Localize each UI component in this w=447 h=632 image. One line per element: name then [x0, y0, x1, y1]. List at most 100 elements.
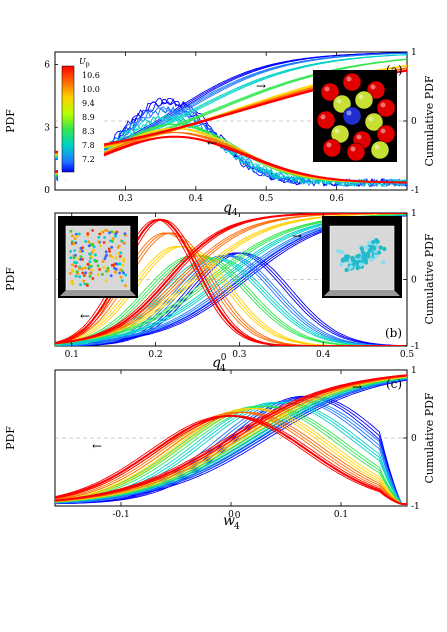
particle: [359, 246, 365, 251]
particle: [110, 230, 113, 234]
particle: [114, 256, 118, 260]
x-tick-label: 0.6: [329, 194, 344, 204]
y-right-tick-label: 1: [411, 48, 417, 58]
panel-c-ticks: -0.1 0 0.1 -1 0 1: [112, 366, 419, 520]
particle: [82, 279, 86, 283]
particle: [119, 275, 123, 279]
pdf-series-7.8: [55, 255, 407, 346]
particle: [378, 245, 383, 250]
y-right-tick-label: -1: [411, 502, 420, 512]
atom-sphere: [320, 82, 340, 102]
particle: [98, 232, 102, 236]
simulation-box-floor: [60, 290, 136, 296]
particle: [94, 253, 97, 257]
atom-sphere: [332, 94, 352, 114]
particle: [78, 275, 82, 279]
atom-highlight: [358, 94, 364, 100]
x-tick-label: 0.5: [259, 194, 274, 204]
particle: [91, 229, 94, 232]
particle: [103, 257, 107, 261]
particle: [122, 271, 125, 275]
legend-entry: 7.2: [82, 155, 95, 164]
y-right-tick-label: -1: [411, 186, 420, 196]
particle: [110, 255, 114, 259]
panel-b-arrow-right: →: [292, 229, 302, 243]
particle: [71, 269, 75, 273]
particle: [75, 270, 79, 273]
particle: [101, 260, 105, 263]
particle: [374, 238, 379, 243]
cdf-series-10.6: [55, 213, 407, 344]
particle: [70, 240, 74, 244]
panel-b-arrow-left: ←: [80, 309, 90, 323]
particle: [69, 229, 73, 233]
panel-c-arrow-right: →: [352, 380, 362, 394]
x-tick-label: 0: [228, 510, 234, 520]
pdf-series-10.6: [55, 136, 407, 183]
particle: [363, 260, 369, 265]
panel-c-ylabel-right: Cumulative PDF: [423, 392, 436, 483]
particle: [70, 280, 73, 284]
particle: [124, 273, 127, 277]
inset-cluster-high-up: [58, 216, 138, 298]
particle: [114, 262, 118, 266]
atom-highlight: [346, 76, 352, 82]
panel-c: -0.1 0 0.1-101 PDF Cumulative PDF (c) w40 …: [4, 366, 436, 532]
particle: [358, 262, 363, 267]
pdf-series-7.2: [55, 252, 407, 346]
particle: [69, 256, 73, 260]
pdf-series-8.3: [55, 257, 407, 346]
atom-highlight: [368, 116, 374, 122]
particle: [109, 254, 112, 257]
atom-sphere: [366, 80, 386, 100]
panel-b-label: (b): [385, 326, 402, 340]
particle: [344, 257, 349, 262]
particle: [102, 241, 106, 244]
atom-highlight: [374, 144, 380, 150]
particle: [108, 250, 111, 253]
particle: [78, 267, 81, 270]
pdf-series-10.6: [55, 415, 407, 505]
particle: [344, 254, 349, 259]
cdf-series-9.4: [55, 376, 407, 503]
particle: [107, 247, 111, 251]
particle: [76, 257, 80, 260]
particle: [350, 258, 356, 263]
y-right-tick-label: -1: [411, 342, 420, 352]
particle: [74, 253, 77, 257]
particle: [84, 271, 88, 275]
particle: [81, 271, 85, 275]
particle: [114, 234, 117, 238]
legend-colorbar: [61, 65, 75, 173]
particle: [81, 246, 84, 250]
panel-c-ylabel-left: PDF: [4, 426, 17, 450]
particle: [99, 244, 102, 248]
panel-c-xlabel: w40: [223, 511, 241, 532]
y-right-tick-label: 1: [411, 209, 417, 219]
particle: [76, 272, 79, 276]
x-tick-label: 0.4: [316, 350, 331, 360]
particle: [80, 267, 84, 271]
atom-highlight: [370, 84, 376, 90]
particle: [100, 230, 103, 234]
atom-highlight: [380, 128, 386, 134]
cdf-series-10.6: [55, 374, 407, 502]
particle: [73, 237, 77, 241]
pdf-series-7.2: [55, 395, 407, 505]
legend-title: Up: [79, 57, 90, 68]
panel-a-arrow-right: →: [256, 79, 266, 93]
particle: [85, 284, 89, 287]
y-right-tick-label: 0: [411, 117, 417, 127]
particle: [109, 239, 112, 243]
particle: [118, 271, 121, 275]
particle: [122, 241, 125, 245]
particle: [116, 246, 120, 249]
atom-sphere: [354, 90, 374, 110]
particle: [72, 256, 76, 260]
simulation-box: [65, 225, 131, 291]
inset-crystal-cluster: [313, 70, 397, 162]
particle: [88, 260, 92, 264]
particle: [380, 260, 386, 265]
cdf-series-7.8: [55, 378, 407, 504]
atom-highlight: [320, 114, 326, 120]
